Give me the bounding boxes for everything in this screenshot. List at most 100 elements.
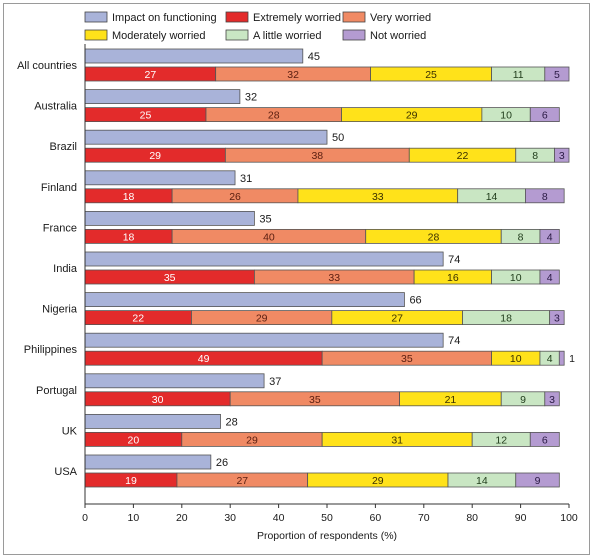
impact-value-usa: 26	[216, 457, 228, 469]
segment-not-worried-philippines	[558, 350, 565, 366]
segment-value-very-worried-brazil: 38	[311, 150, 323, 162]
segment-value-moderately-worried-australia: 29	[406, 110, 418, 122]
segment-not-worried-portugal	[544, 391, 560, 407]
x-tick-label-70: 70	[418, 512, 430, 524]
segment-value-extremely-worried-australia: 25	[140, 110, 152, 122]
segment-value-not-worried-uk: 6	[542, 434, 548, 446]
segment-value-moderately-worried-all-countries: 25	[425, 69, 437, 81]
segment-value-very-worried-uk: 29	[246, 434, 258, 446]
segment-value-extremely-worried-france: 18	[123, 231, 135, 243]
category-label-india: India	[53, 263, 78, 275]
category-label-australia: Australia	[34, 101, 78, 113]
x-tick-label-60: 60	[370, 512, 382, 524]
category-label-brazil: Brazil	[49, 141, 77, 153]
legend-swatch-not-worried	[342, 29, 366, 41]
category-label-philippines: Philippines	[24, 344, 78, 356]
segment-value-not-worried-france: 4	[547, 231, 553, 243]
segment-value-a-little-worried-usa: 14	[476, 475, 488, 487]
impact-value-finland: 31	[240, 173, 252, 185]
segment-value-a-little-worried-australia: 10	[500, 110, 512, 122]
segment-value-not-worried-philippines: 1	[569, 353, 575, 365]
legend: Impact on functioning Extremely worried Ve…	[84, 11, 431, 42]
category-label-finland: Finland	[41, 182, 77, 194]
segment-value-moderately-worried-brazil: 22	[457, 150, 469, 162]
segment-value-not-worried-all-countries: 5	[554, 69, 560, 81]
legend-label-impact-on-functioning: Impact on functioning	[112, 12, 217, 24]
impact-value-philippines: 74	[448, 335, 460, 347]
segment-not-worried-usa	[515, 472, 560, 488]
segment-value-moderately-worried-uk: 31	[391, 434, 403, 446]
x-tick-label-100: 100	[560, 512, 578, 524]
category-label-portugal: Portugal	[36, 385, 77, 397]
segment-not-worried-nigeria	[549, 310, 565, 326]
x-tick-label-30: 30	[224, 512, 236, 524]
impact-value-nigeria: 66	[409, 295, 421, 307]
category-label-uk: UK	[62, 425, 78, 437]
segment-value-a-little-worried-india: 10	[510, 272, 522, 284]
impact-value-australia: 32	[245, 92, 257, 104]
impact-bar-usa	[84, 454, 212, 470]
impact-value-all-countries: 45	[308, 51, 320, 63]
category-label-usa: USA	[54, 466, 77, 478]
legend-label-a-little-worried: A little worried	[253, 30, 321, 42]
x-axis: 0 10 20 30 40 50 60 70 80 90 100 Proportion of resp…	[82, 44, 578, 542]
x-axis-title: Proportion of respondents (%)	[257, 530, 397, 542]
legend-swatch-impact-on-functioning	[84, 11, 108, 23]
segment-value-extremely-worried-nigeria: 22	[132, 313, 144, 325]
legend-swatch-extremely-worried	[225, 11, 249, 23]
segment-value-not-worried-australia: 6	[542, 110, 548, 122]
impact-bar-philippines	[84, 332, 444, 348]
x-tick-label-40: 40	[273, 512, 285, 524]
segment-not-worried-finland	[525, 188, 565, 204]
impact-value-france: 35	[259, 213, 271, 225]
x-tick-label-50: 50	[321, 512, 333, 524]
segment-not-worried-france	[539, 228, 560, 244]
segment-value-extremely-worried-all-countries: 27	[144, 69, 156, 81]
impact-bar-france	[84, 210, 255, 226]
impact-bar-portugal	[84, 373, 265, 389]
segment-value-moderately-worried-portugal: 21	[445, 394, 457, 406]
segment-value-extremely-worried-usa: 19	[125, 475, 137, 487]
segment-value-extremely-worried-brazil: 29	[149, 150, 161, 162]
impact-bar-uk	[84, 413, 221, 429]
x-tick-label-0: 0	[82, 512, 88, 524]
segment-value-very-worried-philippines: 35	[401, 353, 413, 365]
legend-swatch-moderately-worried	[84, 29, 108, 41]
segment-value-moderately-worried-usa: 29	[372, 475, 384, 487]
segment-value-moderately-worried-philippines: 10	[510, 353, 522, 365]
segment-value-not-worried-nigeria: 3	[554, 313, 560, 325]
segment-value-a-little-worried-philippines: 4	[547, 353, 553, 365]
x-tick-label-90: 90	[515, 512, 527, 524]
legend-label-not-worried: Not worried	[370, 30, 426, 42]
impact-value-uk: 28	[226, 416, 238, 428]
impact-bar-india	[84, 251, 444, 267]
segment-value-extremely-worried-india: 35	[164, 272, 176, 284]
segment-not-worried-brazil	[554, 147, 570, 163]
segment-value-very-worried-france: 40	[263, 231, 275, 243]
segment-not-worried-uk	[529, 431, 560, 447]
legend-swatch-a-little-worried	[225, 29, 249, 41]
segment-value-very-worried-portugal: 35	[309, 394, 321, 406]
segment-value-a-little-worried-uk: 12	[495, 434, 507, 446]
category-labels: All countries Australia Brazil Finland Franc…	[17, 60, 78, 478]
category-label-nigeria: Nigeria	[42, 304, 78, 316]
segment-value-moderately-worried-france: 28	[428, 231, 440, 243]
legend-label-moderately-worried: Moderately worried	[112, 30, 206, 42]
segment-value-a-little-worried-finland: 14	[486, 191, 498, 203]
segment-value-not-worried-brazil: 3	[559, 150, 565, 162]
segment-value-extremely-worried-portugal: 30	[152, 394, 164, 406]
segment-value-moderately-worried-india: 16	[447, 272, 459, 284]
segment-value-very-worried-usa: 27	[236, 475, 248, 487]
segment-value-extremely-worried-finland: 18	[123, 191, 135, 203]
segment-value-a-little-worried-france: 8	[518, 231, 524, 243]
x-tick-label-20: 20	[176, 512, 188, 524]
impact-bar-finland	[84, 170, 236, 186]
segment-value-not-worried-portugal: 3	[549, 394, 555, 406]
segment-value-extremely-worried-philippines: 49	[198, 353, 210, 365]
segment-value-a-little-worried-nigeria: 18	[500, 313, 512, 325]
segment-value-moderately-worried-finland: 33	[372, 191, 384, 203]
segment-value-very-worried-nigeria: 29	[256, 313, 268, 325]
impact-value-portugal: 37	[269, 376, 281, 388]
category-label-all-countries: All countries	[17, 60, 77, 72]
impact-bar-all-countries	[84, 48, 304, 64]
